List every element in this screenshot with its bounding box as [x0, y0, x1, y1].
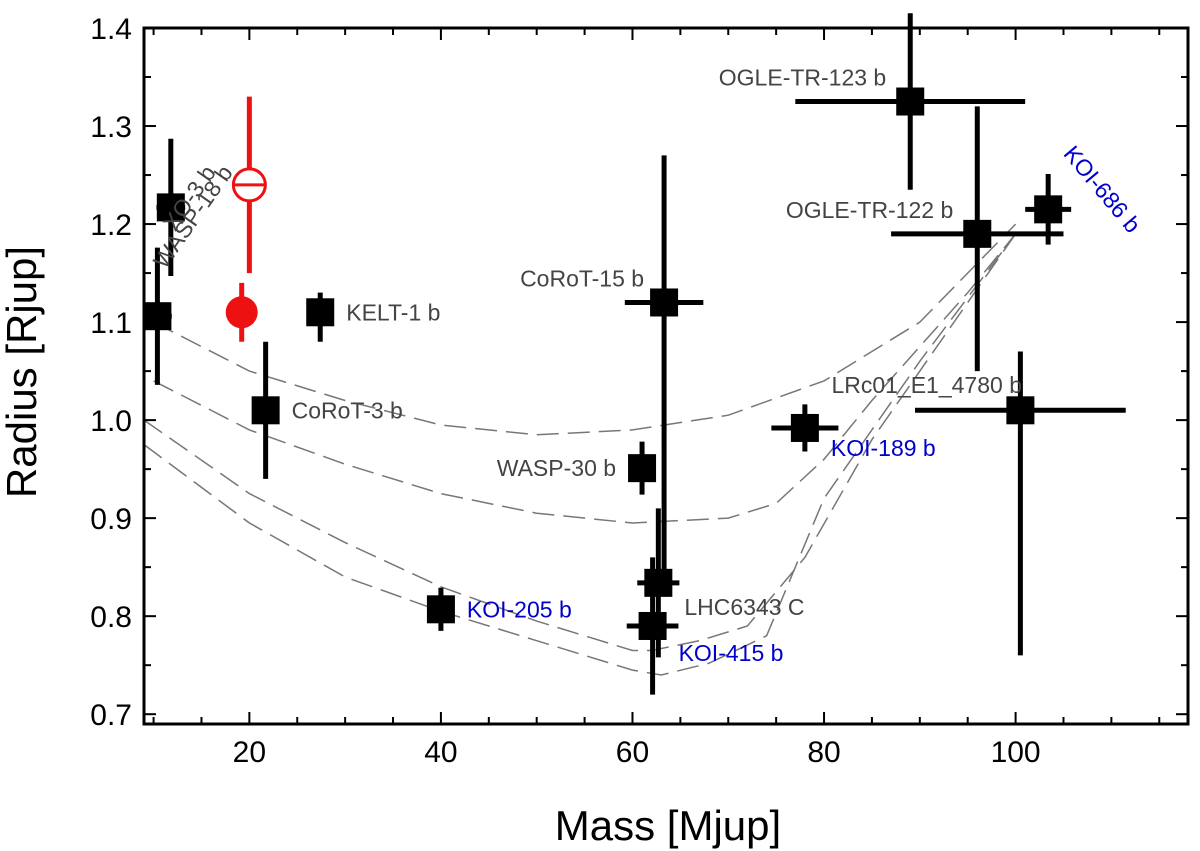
- ogle-tr-122-b-marker: [963, 219, 992, 248]
- corot-15-b-label: CoRoT-15 b: [520, 265, 644, 291]
- plot-border: [142, 26, 1190, 726]
- xo-3-b-marker: [156, 193, 185, 222]
- ogle-tr-122-b-label: OGLE-TR-122 b: [786, 197, 953, 223]
- koi-205-b-label: KOI-205 b: [467, 596, 572, 622]
- kelt-1-b-marker: [306, 298, 335, 327]
- corot-3-b-label: CoRoT-3 b: [292, 397, 403, 423]
- koi-205-b-marker: [426, 595, 455, 624]
- plot-frame: [142, 26, 1190, 726]
- x-tick-label: 80: [807, 736, 840, 769]
- wasp-30-b-marker: [628, 454, 657, 483]
- koi-189-b-label: KOI-189 b: [831, 435, 936, 461]
- model-curve-4: [143, 233, 1017, 676]
- y-tick-label: 0.8: [90, 601, 132, 634]
- point-4-marker: [225, 296, 258, 329]
- y-axis-title: Radius [Rjup]: [0, 246, 45, 498]
- error-bars: [143, 13, 1126, 695]
- lrc01-e1-4780-b-marker: [1006, 396, 1035, 425]
- y-tick-label: 1.2: [90, 209, 132, 242]
- y-tick-label: 1.3: [90, 111, 132, 144]
- x-tick-label: 40: [424, 736, 457, 769]
- corot-3-b-marker: [251, 396, 280, 425]
- lrc01-e1-4780-b-label: LRc01_E1_4780 b: [831, 372, 1022, 398]
- y-tick-label: 1.4: [90, 13, 132, 46]
- model-curve-2: [153, 233, 1017, 524]
- y-tick-label: 0.9: [90, 503, 132, 536]
- koi-686-b-label: KOI-686 b: [1059, 141, 1146, 238]
- y-tick-label: 0.7: [90, 699, 132, 732]
- wasp-18-b-marker: [143, 302, 172, 331]
- ogle-tr-123-b-marker: [896, 87, 925, 116]
- koi-415-b-label: KOI-415 b: [679, 640, 784, 666]
- ogle-tr-123-b-label: OGLE-TR-123 b: [719, 65, 886, 91]
- x-axis-title: Mass [Mjup]: [555, 802, 781, 849]
- lhc6343-c-label: LHC6343 C: [684, 594, 804, 620]
- koi-189-b-marker: [790, 413, 819, 442]
- x-tick-label: 100: [991, 736, 1041, 769]
- kelt-1-b-label: KELT-1 b: [346, 299, 440, 325]
- y-tick-label: 1.0: [90, 405, 132, 438]
- model-curve-1: [153, 223, 1017, 436]
- koi-686-b-marker: [1034, 195, 1063, 224]
- y-tick-label: 1.1: [90, 307, 132, 340]
- wasp-30-b-label: WASP-30 b: [497, 455, 616, 481]
- corot-15-b-marker: [650, 288, 679, 317]
- lhc6343-c-marker: [644, 568, 673, 597]
- axis-ticks: 20 40 60 80 100 0.7 0.8 0.9 1.0 1.1 1.2 1.3 1.4: [90, 13, 1188, 769]
- koi-415-b-marker: [638, 611, 667, 640]
- data-markers: [143, 87, 1063, 640]
- x-tick-label: 20: [233, 736, 266, 769]
- x-tick-label: 60: [616, 736, 649, 769]
